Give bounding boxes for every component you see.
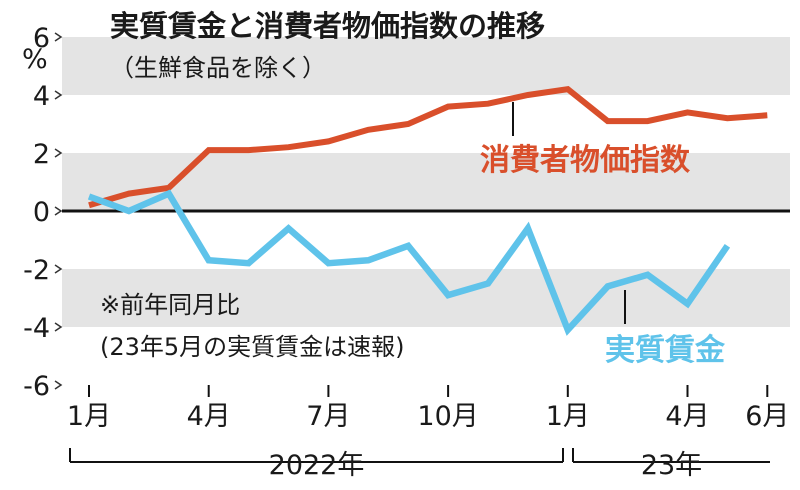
y-unit-label: % <box>22 44 48 75</box>
x-tick-label-6: 6月 <box>745 401 789 432</box>
year-label-0: 2022年 <box>269 450 365 481</box>
grid-band-2 <box>62 269 790 327</box>
y-tick-mark-0 <box>54 32 63 42</box>
year-label-1: 23年 <box>641 450 702 481</box>
x-tick-label-2: 7月 <box>306 401 350 432</box>
y-tick-mark-2 <box>54 148 63 158</box>
x-tick-label-5: 4月 <box>665 401 709 432</box>
y-tick-label-2: 2 <box>33 139 50 170</box>
chart-title: 実質賃金と消費者物価指数の推移 <box>110 9 545 43</box>
y-tick-mark-3 <box>54 206 63 216</box>
series-labels: 消費者物価指数 実質賃金 <box>480 102 726 368</box>
grid-bands <box>62 37 790 327</box>
chart-subtitle: （生鮮食品を除く） <box>110 54 326 82</box>
y-tick-label-3: 0 <box>33 197 50 228</box>
x-tick-label-3: 10月 <box>417 401 478 432</box>
series-line-0 <box>88 86 768 209</box>
y-tick-mark-1 <box>54 90 63 100</box>
wage-series-label: 実質賃金 <box>605 333 726 368</box>
y-tick-mark-5 <box>54 322 63 332</box>
y-tick-label-6: -6 <box>23 371 50 402</box>
y-tick-label-1: 4 <box>33 81 50 112</box>
x-tick-label-0: 1月 <box>67 401 111 432</box>
x-tick-label-1: 4月 <box>187 401 231 432</box>
y-tick-label-5: -4 <box>23 313 50 344</box>
grid-band-0 <box>62 37 790 95</box>
y-tick-label-4: -2 <box>23 255 50 286</box>
cpi-series-label: 消費者物価指数 <box>480 143 691 178</box>
y-tick-label-0: 6 <box>33 23 50 54</box>
x-tick-label-4: 1月 <box>546 401 590 432</box>
series-lines <box>87 86 768 336</box>
y-axis-ticks: 6 4 2 0 -2 -4 -6 <box>23 23 63 402</box>
annotation-line-2: (23年5月の実質賃金は速報) <box>100 333 405 361</box>
x-axis: 1月 4月 7月 10月 1月 4月 6月 2022年 23年 <box>67 385 789 481</box>
y-tick-mark-6 <box>54 380 63 390</box>
y-tick-mark-4 <box>54 264 63 274</box>
series-line-1 <box>87 189 731 336</box>
grid-band-1 <box>62 153 790 211</box>
annotation-line-1: ※前年同月比 <box>100 291 240 319</box>
